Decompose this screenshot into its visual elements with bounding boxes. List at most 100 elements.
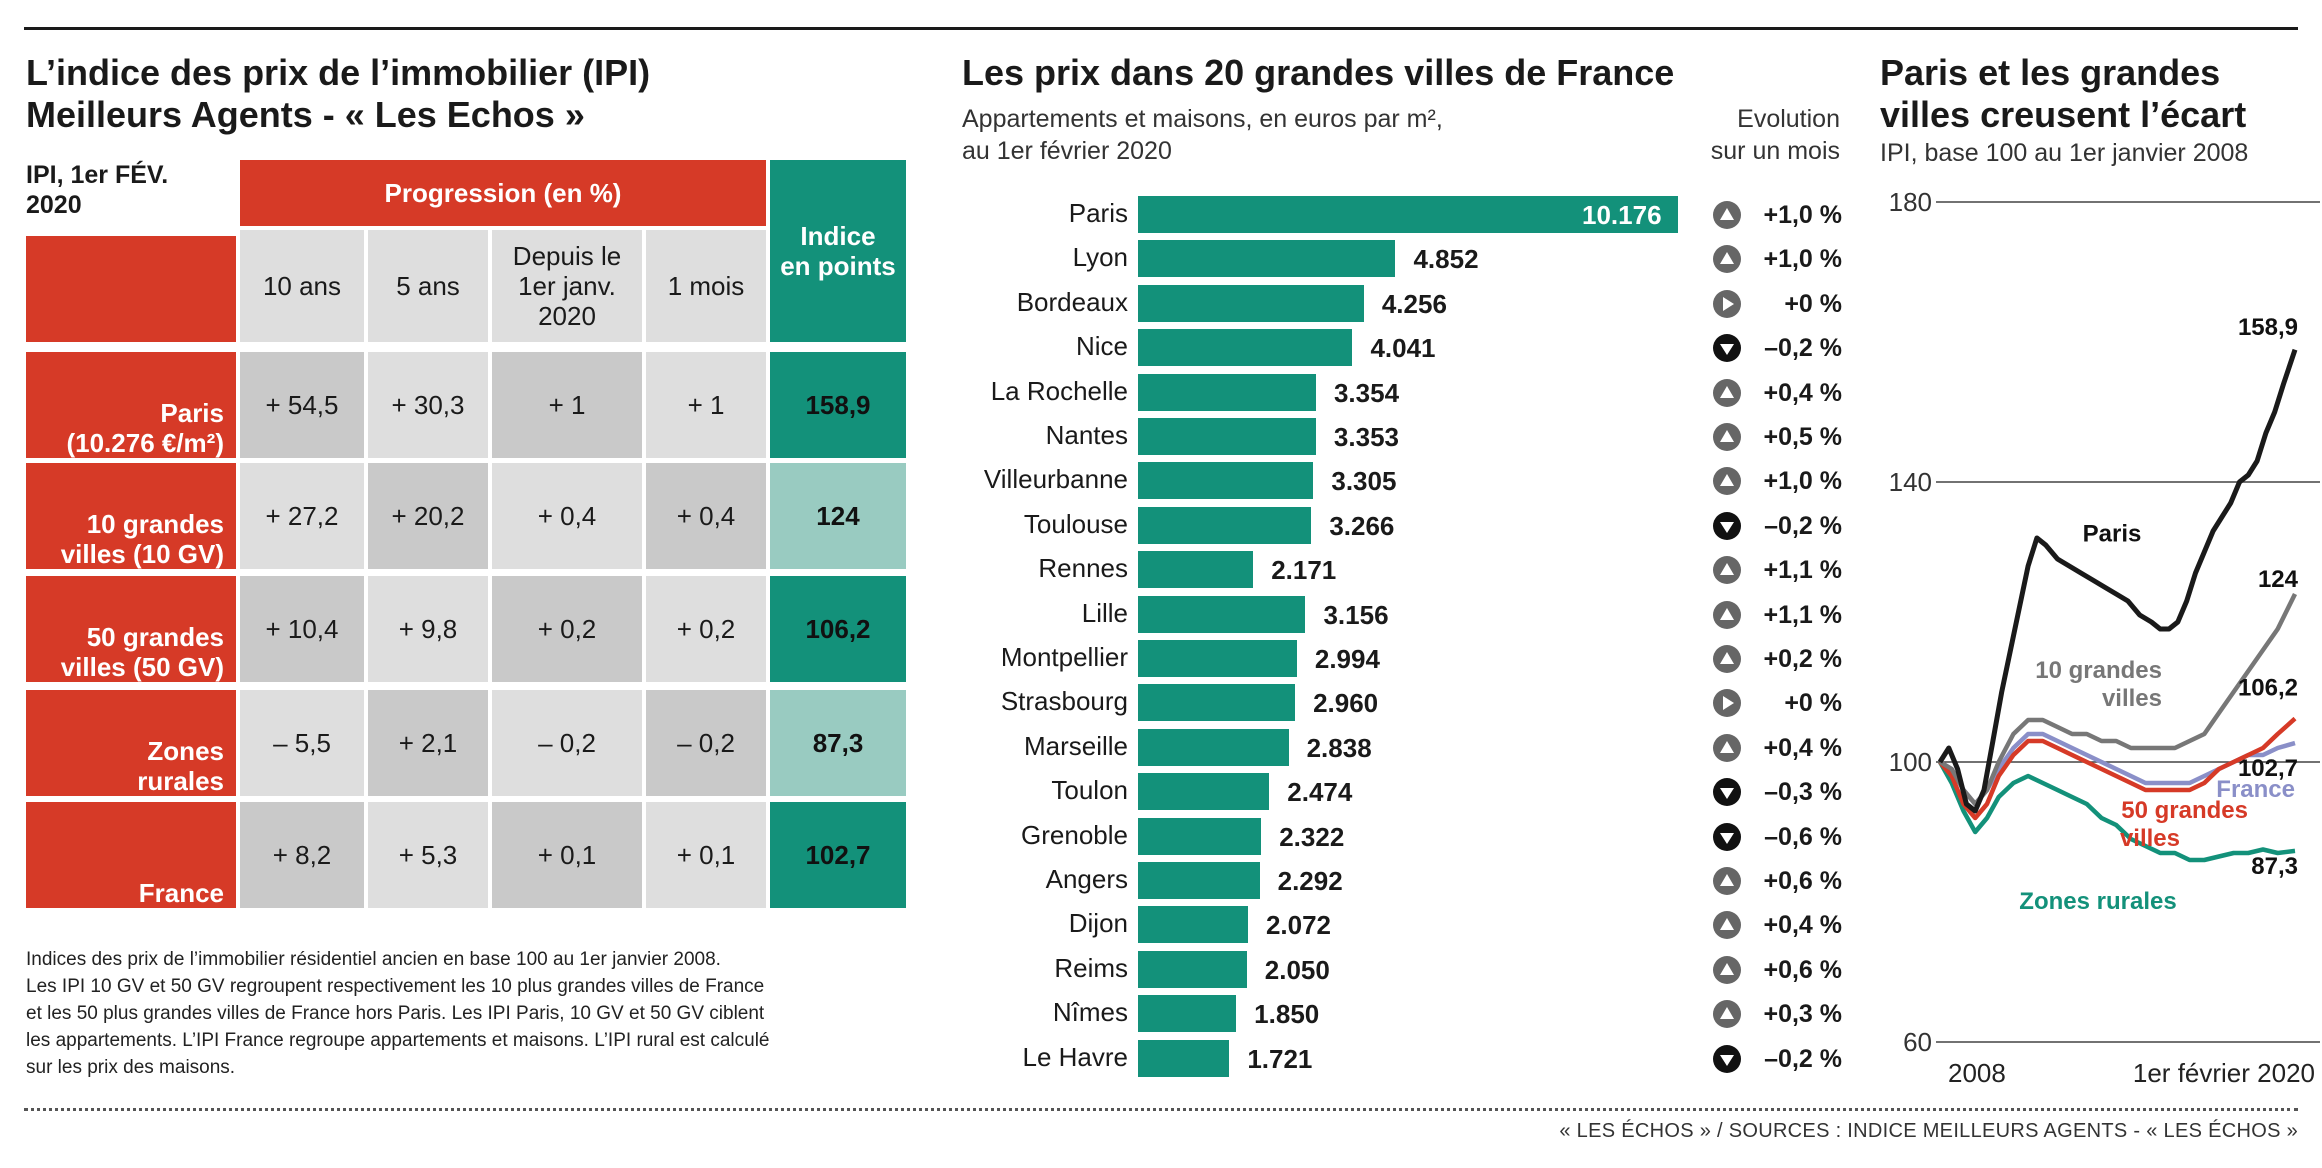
arrow-up-icon <box>1713 378 1741 407</box>
bar-value-label: 2.838 <box>1306 732 1372 763</box>
table-title-line1: L’indice des prix de l’immobilier (IPI) <box>26 52 651 93</box>
table-cell: – 0,2 <box>646 690 766 796</box>
evolution-value: –0,2 % <box>1764 1044 1842 1073</box>
row-label-line1: Zones <box>147 736 224 766</box>
bar <box>1138 462 1314 500</box>
index-cell: 87,3 <box>770 690 906 796</box>
bar-category-label: Toulouse <box>1023 508 1128 539</box>
bar-category-label: Nice <box>1075 331 1128 362</box>
bar-value-label: 2.994 <box>1314 644 1380 674</box>
gv10-line <box>1938 593 2298 807</box>
bar <box>1138 284 1364 322</box>
bar-category-label: Le Havre <box>1022 1041 1129 1072</box>
bar-value-label: 1.721 <box>1247 1043 1313 1074</box>
evolution-value: +0,6 % <box>1763 867 1842 895</box>
bar-category-label: Nîmes <box>1052 997 1128 1028</box>
bar <box>1138 551 1254 589</box>
evolution-item: +1,1 % <box>1712 555 1842 585</box>
arrow-down-icon <box>1713 822 1741 851</box>
x-tick-label: 1er février 2020 <box>2133 1058 2315 1088</box>
row-label-line1: France <box>138 878 224 908</box>
header-corner <box>26 236 236 342</box>
bar <box>1138 196 1678 233</box>
arrow-up-icon <box>1713 1000 1741 1029</box>
bar-category-label: Reims <box>1054 952 1128 983</box>
evolution-value: +0,2 % <box>1763 645 1842 673</box>
table-cell: + 30,3 <box>368 352 488 458</box>
table-cell: + 54,5 <box>240 352 364 458</box>
table-cell: + 0,1 <box>646 802 766 908</box>
row-label: 10 grandes villes (10 GV) <box>26 463 236 569</box>
evolution-item: +0,4 % <box>1712 910 1842 940</box>
row-label-line2: (10.276 €/m²) <box>66 428 224 458</box>
index-cell: 124 <box>770 463 906 569</box>
evolution-value: +1,0 % <box>1763 201 1842 229</box>
line-chart-subtitle: IPI, base 100 au 1er janvier 2008 <box>1880 139 2249 167</box>
col-header-1-mois: 1 mois <box>646 230 766 342</box>
evolution-item: –0,2 % <box>1712 333 1842 363</box>
y-tick-label: 140 <box>1889 467 1932 497</box>
evolution-item: +0,6 % <box>1712 866 1842 896</box>
evolution-item: +0,2 % <box>1712 644 1842 674</box>
rural-line <box>1938 760 2296 863</box>
bar-value-label: 4.256 <box>1381 288 1447 319</box>
line-chart-title-2: villes creusent l’écart <box>1880 94 2247 135</box>
table-cell: + 0,4 <box>492 463 642 569</box>
col-header-10-ans: 10 ans <box>240 230 364 342</box>
bar <box>1138 773 1270 811</box>
arrow-up-icon <box>1713 556 1741 585</box>
table-cell: + 10,4 <box>240 576 364 682</box>
bar <box>1138 728 1289 766</box>
bar <box>1138 995 1237 1033</box>
bar-category-label: Dijon <box>1068 908 1128 939</box>
bar-value-label: 2.050 <box>1264 954 1330 985</box>
table-cell: + 20,2 <box>368 463 488 569</box>
table-cell: + 0,4 <box>646 463 766 569</box>
evolution-value: +1,1 % <box>1763 556 1842 585</box>
table-cell: + 0,2 <box>646 576 766 682</box>
evolution-value: +0,4 % <box>1763 911 1842 940</box>
row-label-line2: villes (50 GV) <box>60 652 224 682</box>
arrow-up-icon <box>1713 955 1741 984</box>
evolution-value: –0,2 % <box>1764 511 1842 540</box>
index-cell: 102,7 <box>770 802 906 908</box>
evolution-item: +0,4 % <box>1712 378 1842 408</box>
bar-value-label: 3.156 <box>1323 599 1389 630</box>
france-end-label: 102,7 <box>2238 755 2298 782</box>
bar-value-label: 4.041 <box>1370 333 1436 364</box>
arrow-right-icon <box>1713 689 1741 718</box>
row-label-line1: 10 grandes <box>86 509 224 539</box>
source-credit: « LES ÉCHOS » / SOURCES : INDICE MEILLEU… <box>1559 1120 2298 1142</box>
y-tick-label: 180 <box>1889 187 1932 217</box>
bar-category-label: Bordeaux <box>1016 286 1128 317</box>
arrow-up-icon <box>1713 733 1741 762</box>
bar <box>1138 906 1248 944</box>
evolution-value: –0,2 % <box>1764 334 1842 363</box>
rural-end-label: 87,3 <box>2251 853 2298 880</box>
table-cell: + 1 <box>646 352 766 458</box>
rural-label: Zones rurales <box>2019 888 2176 915</box>
table-cell: + 9,8 <box>368 576 488 682</box>
bar <box>1138 862 1260 899</box>
bar-category-label: Marseille <box>1023 730 1128 761</box>
bar <box>1138 1039 1230 1077</box>
arrow-up-icon <box>1713 245 1741 274</box>
evolution-value: +1,1 % <box>1763 600 1842 629</box>
evolution-item: +0 % <box>1712 688 1842 718</box>
evolution-value: +0,6 % <box>1763 955 1842 984</box>
table-footnote: Indices des prix de l’immobilier résiden… <box>26 949 770 1078</box>
evolution-item: –0,3 % <box>1712 777 1842 807</box>
gv50-end-label: 106,2 <box>2238 675 2298 702</box>
paris-end-label: 158,9 <box>2238 314 2298 341</box>
bar <box>1138 240 1396 278</box>
bar-value-label: 2.960 <box>1313 688 1379 719</box>
bar-chart-subtitle-2: au 1er février 2020 <box>962 137 1172 165</box>
evolution-item: –0,6 % <box>1712 822 1842 852</box>
bar <box>1138 506 1312 544</box>
evolution-item: +0 % <box>1712 289 1842 319</box>
bar <box>1138 595 1306 633</box>
row-label-line2: villes (10 GV) <box>60 539 224 569</box>
bar <box>1138 640 1297 677</box>
y-tick-label: 60 <box>1903 1027 1932 1057</box>
bottom-dotted-rule <box>24 1108 2298 1111</box>
